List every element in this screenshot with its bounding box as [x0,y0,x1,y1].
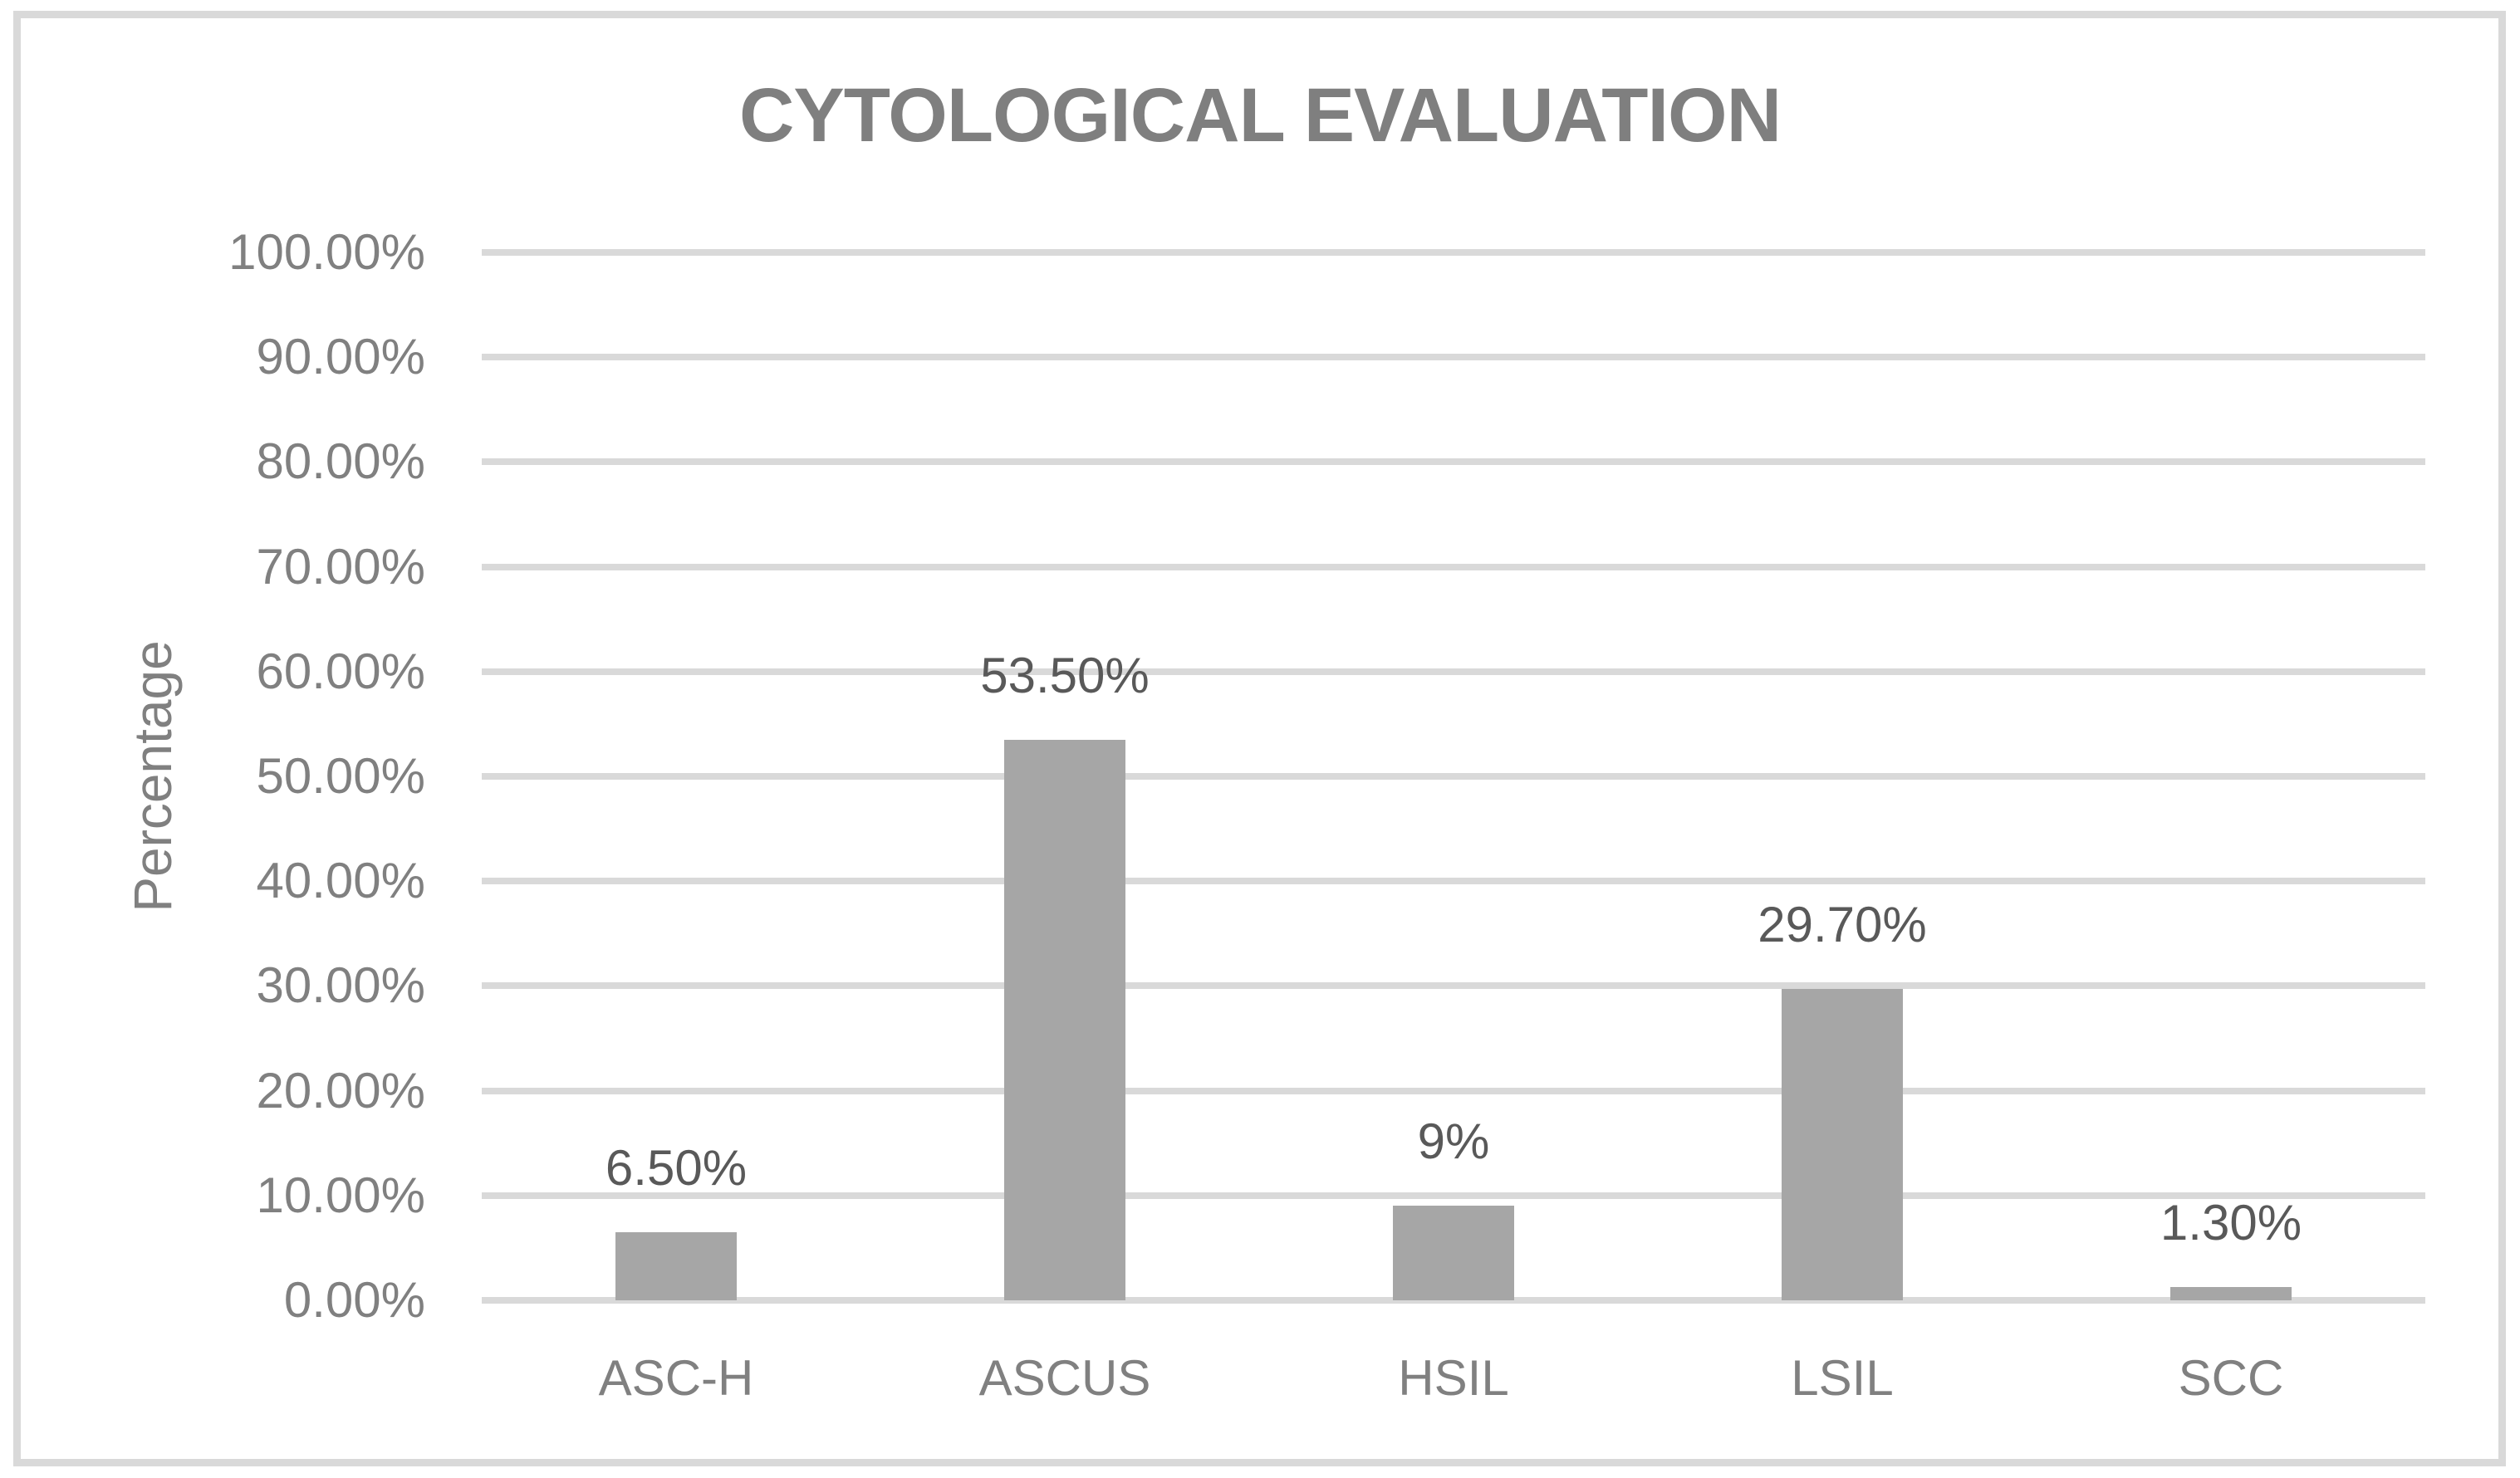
x-category-label-hsil: HSIL [1398,1350,1509,1406]
y-tick-label-70: 70.00% [256,538,426,595]
bar-lsil [1782,989,1903,1300]
data-label-scc: 1.30% [2160,1194,2302,1250]
y-tick-label-30: 30.00% [256,957,426,1014]
bar-asc-h [615,1231,737,1300]
gridline-50 [482,773,2425,780]
data-label-asc-h: 6.50% [605,1139,748,1196]
gridline-60 [482,668,2425,675]
bar-scc [2170,1286,2292,1300]
x-category-label-asc-h: ASC-H [598,1350,754,1406]
x-category-label-lsil: LSIL [1791,1350,1894,1406]
y-tick-label-0: 0.00% [283,1272,425,1328]
y-tick-label-20: 20.00% [256,1062,426,1118]
bar-hsil [1393,1206,1514,1300]
data-label-hsil: 9% [1417,1113,1490,1170]
y-tick-label-80: 80.00% [256,433,426,490]
gridline-100 [482,249,2425,256]
data-label-lsil: 29.70% [1758,897,1927,953]
gridline-80 [482,458,2425,466]
y-tick-label-90: 90.00% [256,329,426,385]
x-category-label-ascus: ASCUS [978,1350,1151,1406]
gridline-40 [482,878,2425,885]
y-tick-label-100: 100.00% [228,224,425,280]
data-label-ascus: 53.50% [980,647,1150,703]
y-tick-label-60: 60.00% [256,643,426,699]
gridline-0 [482,1297,2425,1304]
y-tick-label-40: 40.00% [256,853,426,909]
plot-area: 6.50% 53.50% 9% 29.70% 1.30% [482,249,2425,1304]
gridline-70 [482,563,2425,570]
y-tick-label-50: 50.00% [256,748,426,804]
bar-ascus [1004,739,1125,1300]
y-tick-label-10: 10.00% [256,1167,426,1223]
x-category-label-scc: SCC [2178,1350,2284,1406]
gridline-90 [482,354,2425,361]
gridline-30 [482,982,2425,990]
chart-title: CYTOLOGICAL EVALUATION [738,73,1782,158]
gridline-10 [482,1192,2425,1199]
gridline-20 [482,1087,2425,1094]
